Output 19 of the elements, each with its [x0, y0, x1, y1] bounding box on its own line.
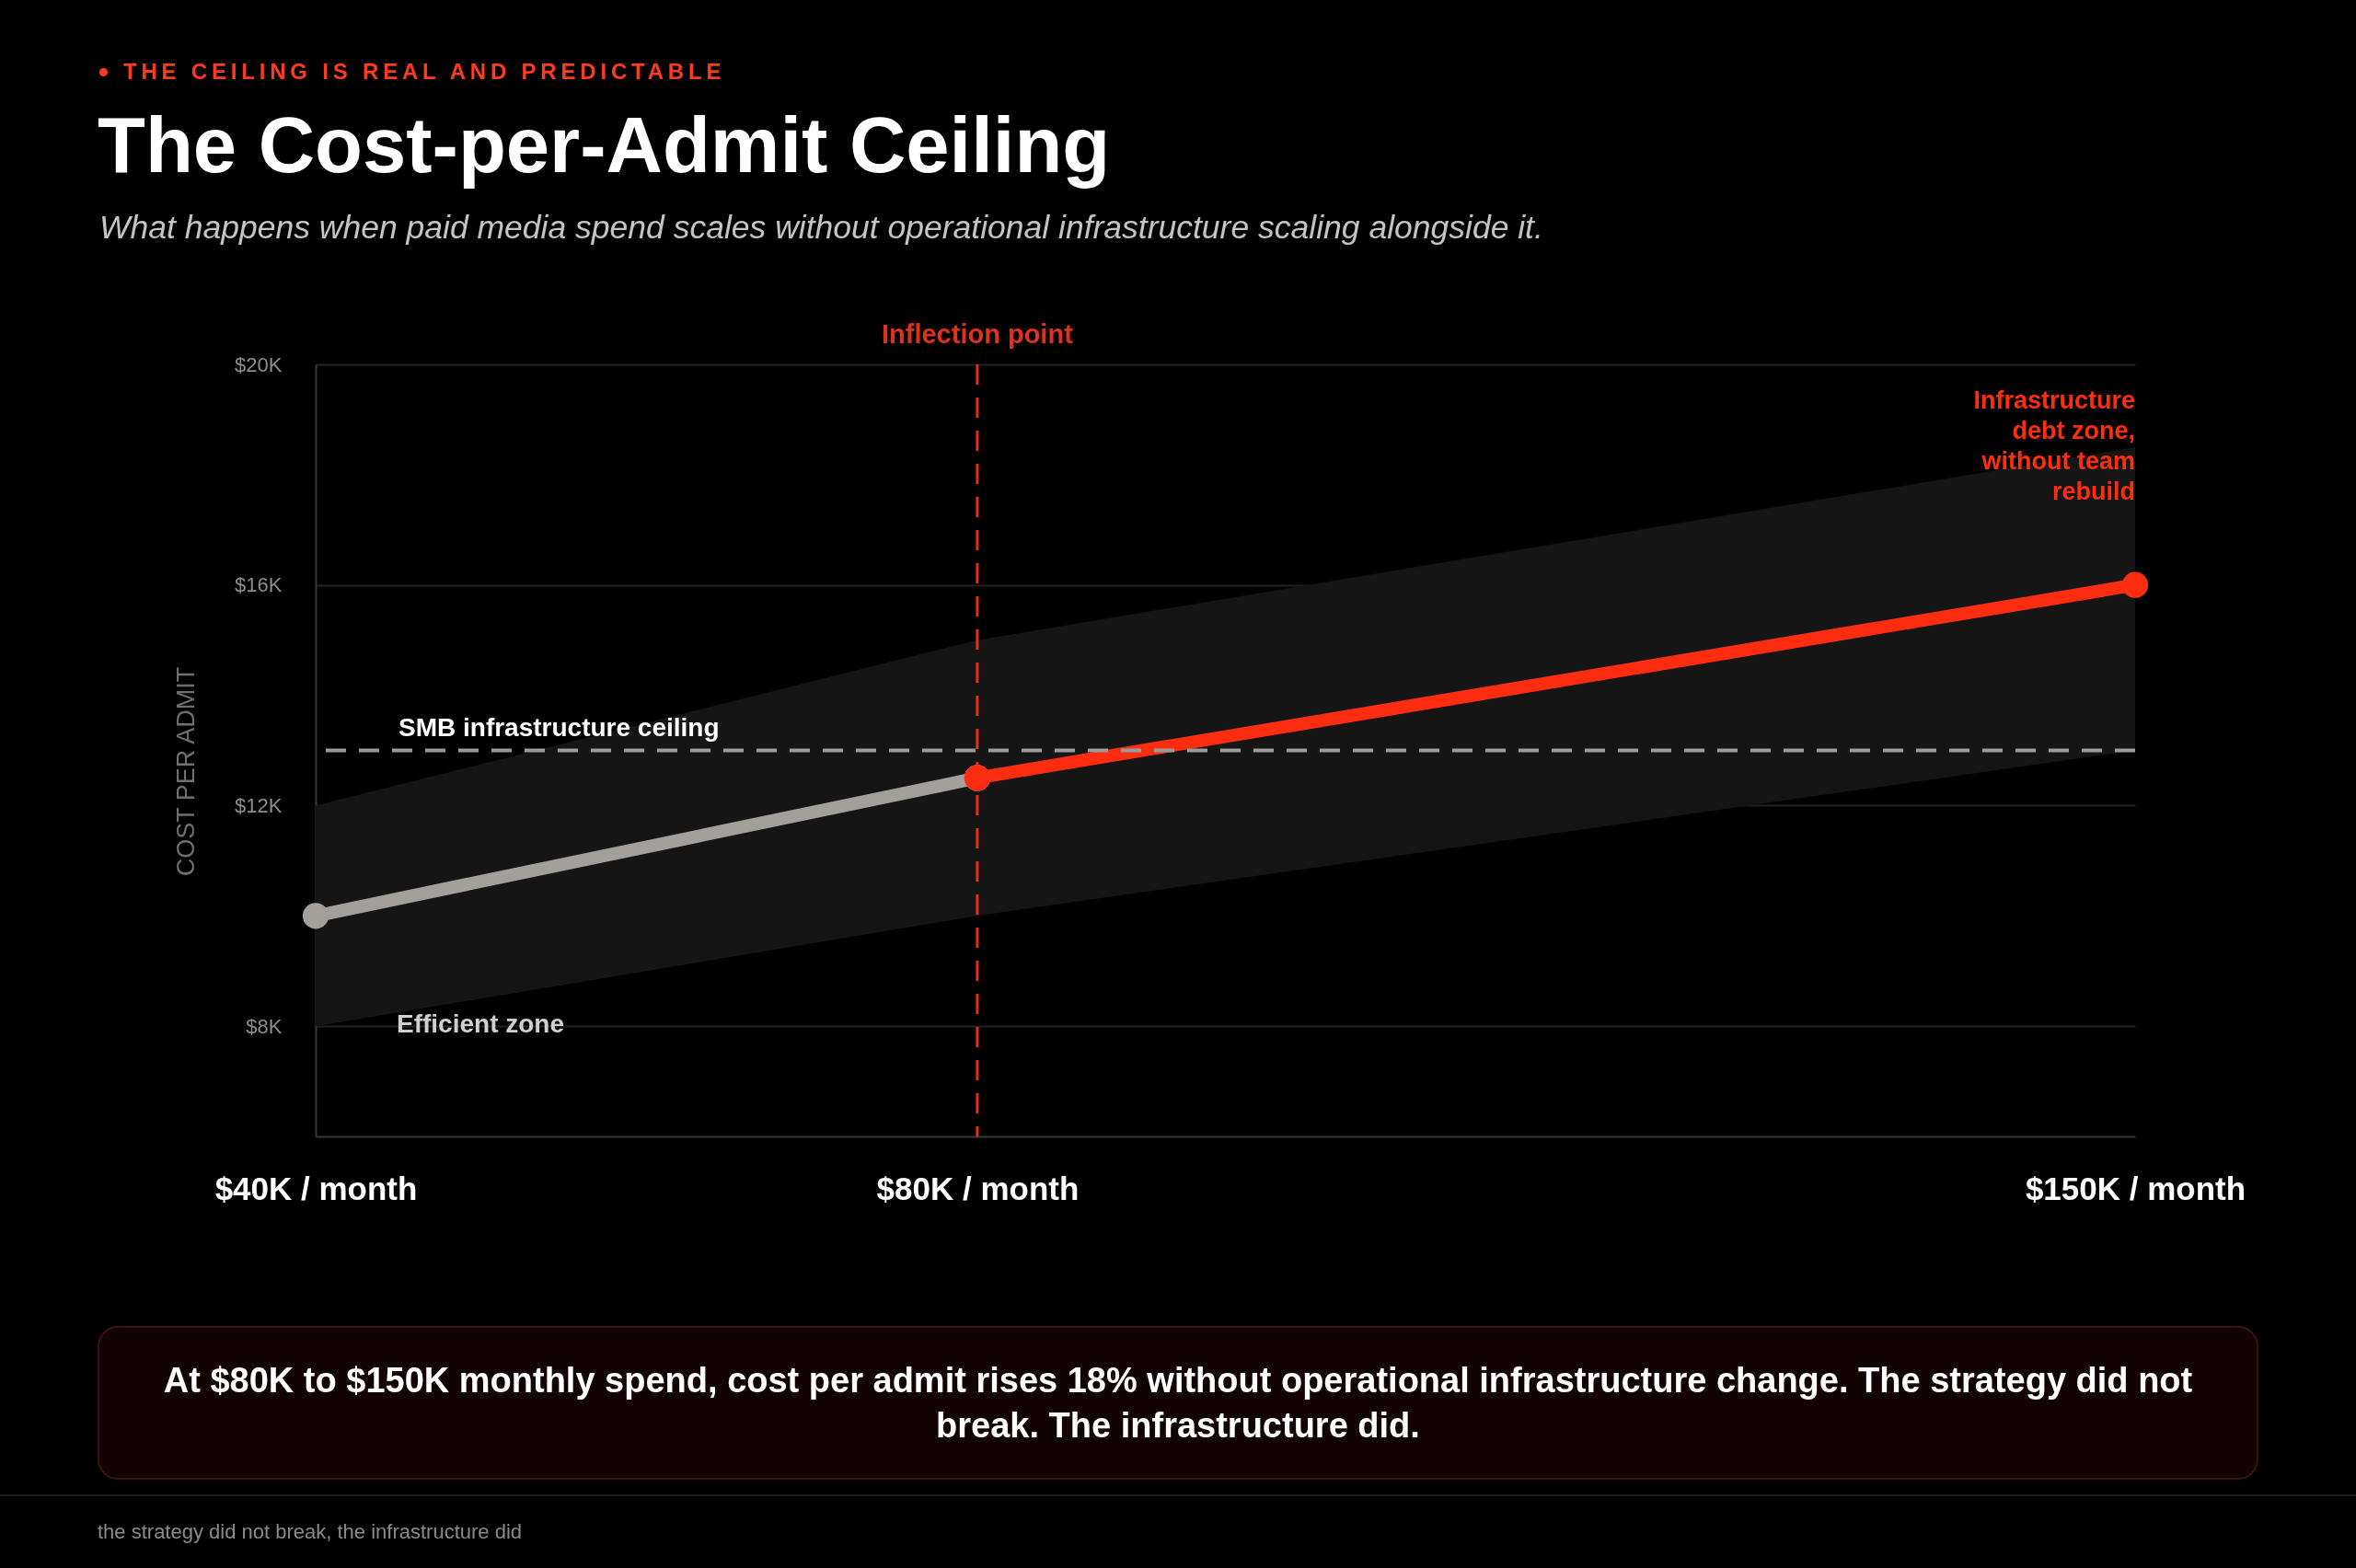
x-tick-label: $150K / month	[2025, 1170, 2246, 1206]
x-tick-label: $40K / month	[214, 1170, 418, 1206]
x-tick-label: $80K / month	[876, 1170, 1080, 1206]
callout-box: At $80K to $150K monthly spend, cost per admit rises 18% without operational infrastructure change. The strategy did not break. The infrastructure did.	[98, 1326, 2258, 1480]
text: the strategy did not break, the infrastructure did	[98, 1520, 523, 1543]
y-tick-label: $20K	[235, 352, 283, 376]
chart-title: The Cost-per-Admit Ceiling	[98, 101, 1111, 189]
point	[302, 903, 329, 929]
y-axis-title: COST PER ADMIT	[172, 666, 201, 877]
y-tick-label: $8K	[246, 1014, 283, 1038]
point	[2121, 571, 2149, 598]
ref-line-label: Inflection point	[882, 319, 1074, 349]
annotation: Efficient zone	[397, 1009, 565, 1038]
y-tick-label: $12K	[235, 793, 283, 817]
annotation: Infrastructure debt zone, without team rebuild	[1973, 386, 2135, 506]
ref-line-label: SMB infrastructure ceiling	[398, 712, 720, 742]
y-tick-label: $16K	[235, 573, 283, 597]
text: THE CEILING IS REAL AND PREDICTABLE	[123, 59, 726, 84]
chart-subtitle: What happens when paid media spend scales without operational infrastructure scaling alongside it.	[99, 209, 1543, 246]
